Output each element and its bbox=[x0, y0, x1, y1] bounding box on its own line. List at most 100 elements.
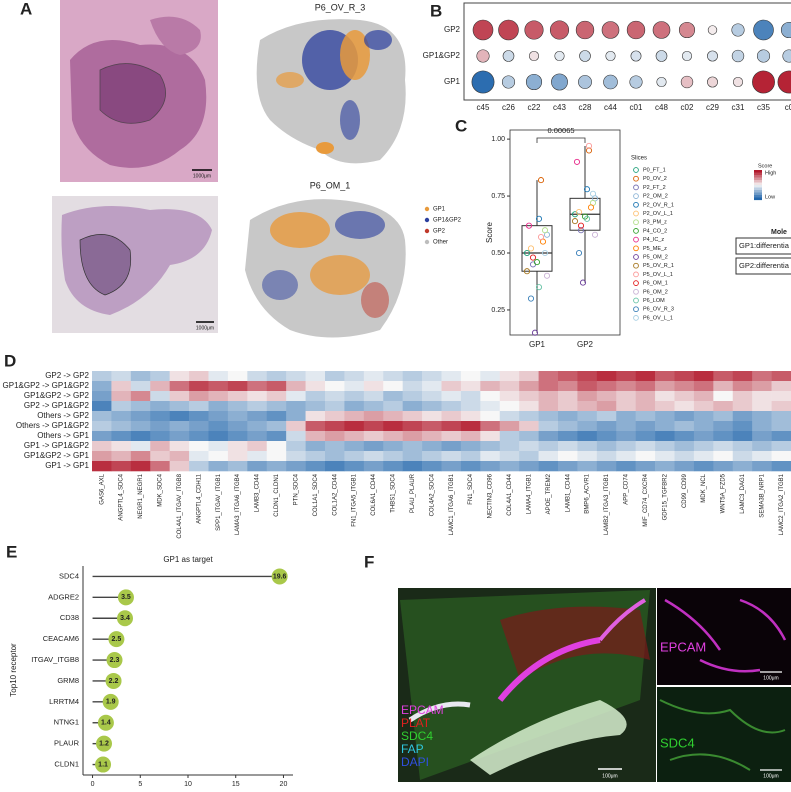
heat-cell bbox=[558, 381, 578, 392]
legend-label: P2_OV_L_1 bbox=[643, 211, 673, 217]
heat-cell bbox=[383, 461, 403, 472]
heat-cell bbox=[616, 441, 636, 452]
heat-cell bbox=[441, 411, 462, 422]
point bbox=[579, 279, 587, 286]
heat-cell bbox=[227, 431, 248, 442]
dot bbox=[498, 19, 519, 41]
heat-cell bbox=[344, 451, 365, 462]
dot bbox=[782, 49, 791, 63]
heat-cell bbox=[693, 451, 714, 462]
heat-cell bbox=[499, 401, 520, 412]
heat-cell bbox=[227, 461, 248, 472]
heat-cell bbox=[111, 381, 132, 392]
heat-cell bbox=[538, 421, 559, 432]
heat-cell bbox=[441, 371, 462, 382]
heat-cell bbox=[305, 451, 326, 462]
column-label: LAMC3_DAG1 bbox=[740, 473, 746, 513]
legend-marker bbox=[633, 271, 639, 278]
heat-cell bbox=[771, 381, 791, 392]
heat-cell bbox=[460, 421, 481, 432]
heat-cell bbox=[286, 451, 306, 462]
column-label: LAMC1_ITGA6_ITGB1 bbox=[449, 473, 455, 535]
dot bbox=[731, 23, 745, 37]
legend-marker bbox=[633, 210, 639, 217]
heat-cell bbox=[635, 461, 656, 472]
heat-cell bbox=[577, 371, 598, 382]
heat-cell bbox=[558, 371, 578, 382]
row-label: GP1 -> GP1 bbox=[45, 461, 89, 470]
dot bbox=[707, 25, 718, 35]
y-tick-label: CEACAM6 bbox=[43, 634, 79, 643]
heat-cell bbox=[752, 421, 772, 432]
heat-cell bbox=[247, 381, 268, 392]
legend-label: P4_IC_z bbox=[643, 237, 664, 243]
heat-cell bbox=[558, 401, 578, 412]
heat-cell bbox=[460, 381, 481, 392]
heat-cell bbox=[499, 461, 520, 472]
heat-cell bbox=[674, 421, 695, 432]
heat-cell bbox=[441, 391, 462, 402]
heat-cell bbox=[499, 451, 520, 462]
heat-cell bbox=[713, 461, 734, 472]
heat-cell bbox=[150, 421, 170, 432]
legend-label: P6_OV_R_3 bbox=[643, 307, 674, 313]
heat-cell bbox=[441, 441, 462, 452]
heat-cell bbox=[344, 391, 365, 402]
heat-cell bbox=[635, 401, 656, 412]
dot bbox=[575, 20, 595, 40]
row-label: GP1 -> GP1&GP2 bbox=[24, 441, 90, 450]
heat-cell bbox=[266, 411, 287, 422]
column-label: SPP1_ITGAV_ITGB1 bbox=[216, 473, 222, 531]
point bbox=[527, 295, 535, 302]
heat-cell bbox=[441, 421, 462, 432]
channel-label: DAPI bbox=[401, 755, 429, 769]
heat-cell bbox=[266, 431, 287, 442]
plot-frame bbox=[509, 129, 621, 336]
dot bbox=[752, 70, 775, 94]
heat-cell bbox=[150, 411, 170, 422]
column-label: LAMB3_CD44 bbox=[255, 473, 261, 512]
column-label: BMP6_ACVR1 bbox=[585, 473, 591, 513]
heat-cell bbox=[286, 391, 306, 402]
heat-cell bbox=[344, 461, 365, 472]
color-bar bbox=[754, 190, 762, 193]
heat-cell bbox=[111, 391, 132, 402]
heat-cell bbox=[693, 371, 714, 382]
heat-cell bbox=[150, 371, 170, 382]
color-bar bbox=[754, 187, 762, 191]
heat-cell bbox=[693, 391, 714, 402]
heat-cell bbox=[344, 431, 365, 442]
fluorescence-image bbox=[398, 588, 791, 782]
row-label: GP1&GP2 -> GP2 bbox=[24, 391, 90, 400]
heat-cell bbox=[422, 431, 442, 442]
legend-box bbox=[735, 257, 791, 275]
heat-cell bbox=[635, 431, 656, 442]
heat-cell bbox=[558, 431, 578, 442]
heat-cell bbox=[266, 441, 287, 452]
row-label: Others -> GP1&GP2 bbox=[16, 421, 90, 430]
heat-cell bbox=[577, 451, 598, 462]
heat-cell bbox=[383, 431, 403, 442]
heat-cell bbox=[227, 371, 248, 382]
heat-cell bbox=[383, 441, 403, 452]
dot bbox=[578, 75, 592, 89]
heat-cell bbox=[305, 461, 326, 472]
heat-cell bbox=[402, 401, 423, 412]
heat-cell bbox=[402, 441, 423, 452]
heat-cell bbox=[499, 371, 520, 382]
heat-cell bbox=[422, 461, 442, 472]
heat-cell bbox=[92, 431, 112, 442]
heat-cell bbox=[752, 441, 772, 452]
heat-cell bbox=[752, 371, 772, 382]
heat-cell bbox=[130, 411, 151, 422]
heat-cell bbox=[189, 441, 209, 452]
heat-cell bbox=[732, 431, 753, 442]
heat-cell bbox=[732, 421, 753, 432]
lollipop-head bbox=[96, 735, 112, 752]
x-tick-label: c43 bbox=[553, 103, 566, 112]
legend-label: P2_OM_2 bbox=[643, 194, 668, 200]
column-label: ANGPTL4_CDH11 bbox=[196, 473, 202, 524]
heat-cell bbox=[92, 381, 112, 392]
legend-marker bbox=[424, 239, 430, 245]
column-label: LAMB1_CD44 bbox=[565, 473, 571, 512]
